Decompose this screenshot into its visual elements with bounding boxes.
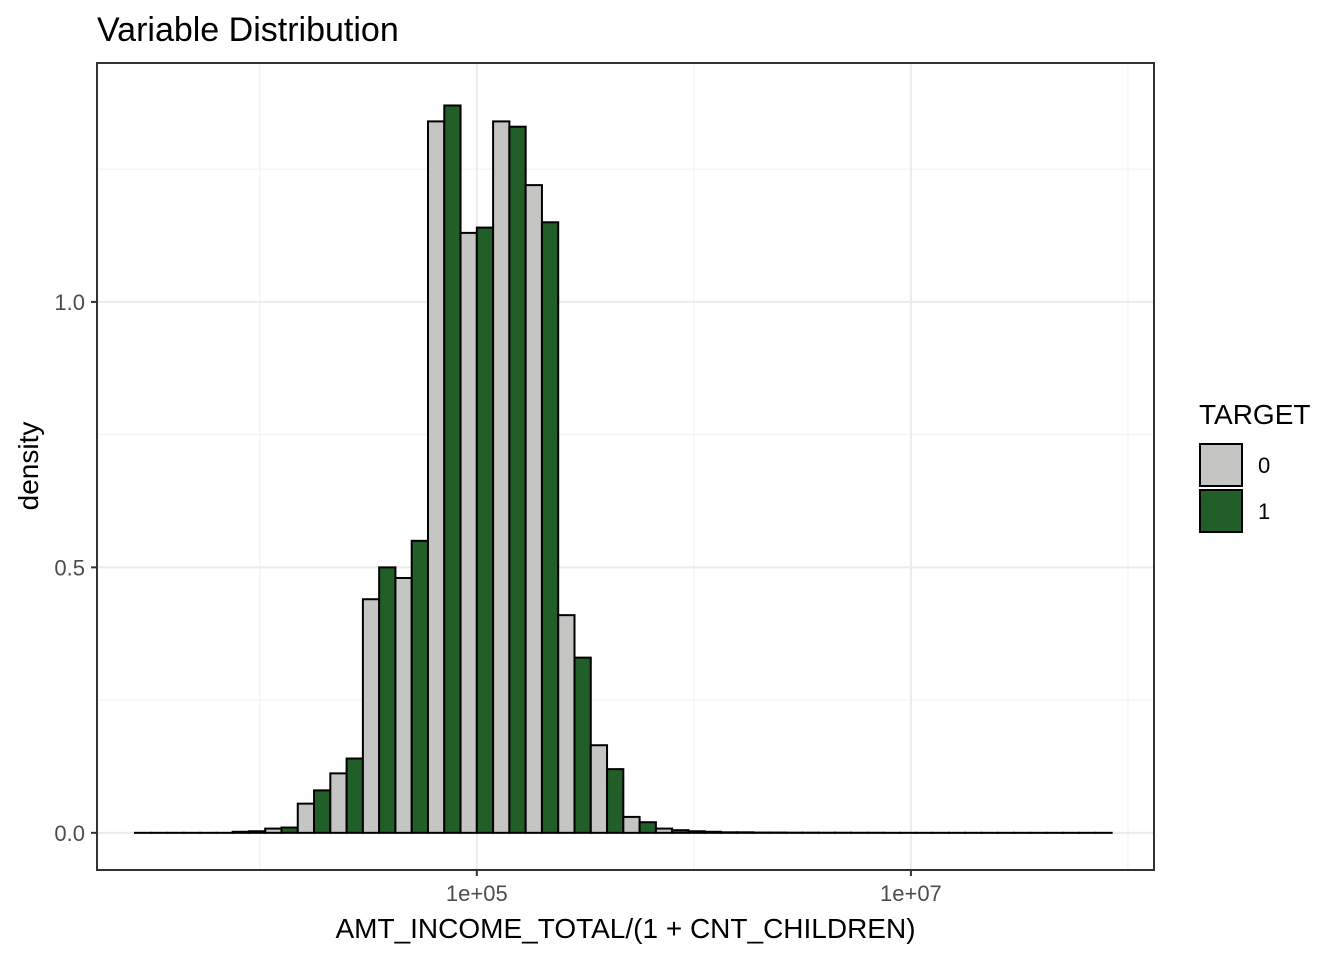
- x-tick-label: 1e+05: [446, 881, 508, 906]
- bar-series-1: [573, 656, 592, 834]
- x-axis-title: AMT_INCOME_TOTAL/(1 + CNT_CHILDREN): [335, 913, 915, 944]
- bar-series-1: [736, 831, 755, 834]
- bar-series-1: [606, 768, 625, 834]
- bar-series-1: [280, 826, 299, 834]
- bar-series-1: [671, 829, 690, 834]
- bar-series-1: [508, 125, 527, 834]
- legend-label-1: 1: [1258, 499, 1270, 524]
- bar-series-0: [264, 827, 283, 834]
- legend-label-0: 0: [1258, 453, 1270, 478]
- bar-series-0: [654, 827, 674, 834]
- bar-series-0: [296, 802, 316, 834]
- bar-series-0: [557, 614, 576, 834]
- legend: TARGET 0 1: [1199, 399, 1310, 533]
- y-tick-label: 0.5: [54, 555, 85, 580]
- y-tick-label: 1.0: [54, 290, 85, 315]
- legend-key-1: [1199, 489, 1243, 533]
- bar-series-0: [589, 744, 609, 834]
- bar-series-1: [313, 789, 332, 834]
- bar-series-1: [703, 830, 722, 834]
- bar-series-0: [622, 815, 641, 834]
- legend-key-0: [1199, 443, 1243, 487]
- y-tick-label: 0.0: [54, 821, 85, 846]
- bar-series-0: [719, 831, 739, 834]
- bar-series-1: [345, 757, 364, 834]
- bar-series-1: [378, 566, 397, 834]
- bar-series-0: [231, 830, 250, 834]
- axes: 0.0 0.5 1.0 1e+05 1e+07: [54, 290, 941, 906]
- bar-series-0: [361, 598, 381, 834]
- bar-series-1: [475, 226, 495, 834]
- bar-series-1: [638, 821, 657, 834]
- bar-series-1: [540, 221, 560, 834]
- bar-series-0: [687, 830, 706, 834]
- bar-series-1: [443, 104, 462, 834]
- panel-border: [96, 62, 1155, 871]
- chart-title: Variable Distribution: [97, 11, 399, 49]
- bar-series-0: [394, 576, 413, 834]
- bar-series-0: [524, 184, 543, 834]
- bar-series-0: [329, 772, 348, 834]
- legend-title: TARGET: [1199, 399, 1310, 430]
- plot-panel: [97, 63, 1154, 870]
- x-tick-label: 1e+07: [880, 881, 942, 906]
- bar-series-1: [410, 539, 429, 834]
- y-axis-title: density: [13, 422, 44, 511]
- bar-series-0: [459, 231, 478, 834]
- bars: [133, 104, 1113, 834]
- bar-series-1: [247, 830, 267, 834]
- bar-series-0: [426, 120, 446, 834]
- bar-series-0: [492, 120, 511, 834]
